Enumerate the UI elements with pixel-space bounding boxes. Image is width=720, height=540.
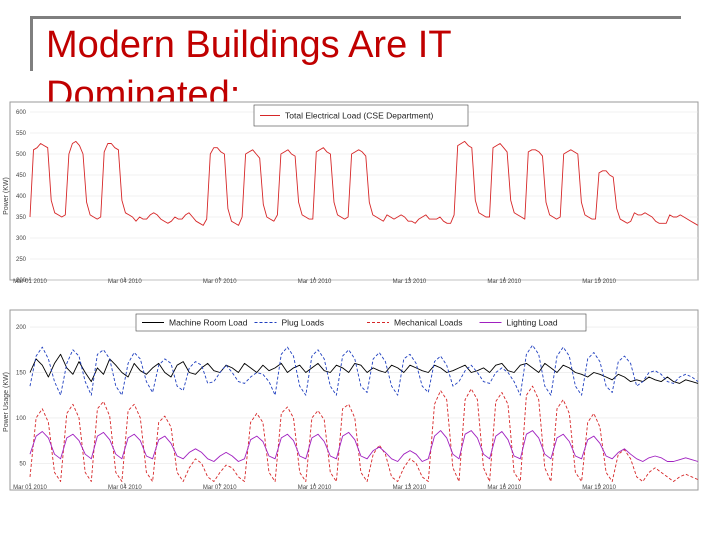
y-tick-label: 550 bbox=[16, 131, 27, 137]
legend-box bbox=[135, 313, 587, 332]
y-tick-label: 100 bbox=[16, 416, 27, 422]
series-line-4 bbox=[29, 430, 699, 462]
legend-label: Total Electrical Load (CSE Department) bbox=[285, 111, 434, 121]
chart-2: 50 100 150 200 Mar 01 2010 Mar 04 2010 Mar 07 … bbox=[3, 309, 699, 491]
series-line-2 bbox=[29, 344, 699, 396]
chart-1: 200 250 300 350 400 450 500 550 600 Mar 01 2010 Ma… bbox=[3, 101, 699, 285]
y-tick-label: 50 bbox=[19, 461, 26, 467]
series-line-1 bbox=[29, 140, 699, 226]
legend-label: Machine Room Load bbox=[169, 318, 248, 328]
x-tick-label: Mar 01 2010 bbox=[13, 485, 47, 491]
plot-frame bbox=[9, 101, 699, 281]
y-tick-label: 150 bbox=[16, 370, 27, 376]
x-tick-label: Mar 01 2010 bbox=[13, 279, 47, 285]
y-tick-label: 450 bbox=[16, 173, 27, 179]
legend-label: Mechanical Loads bbox=[394, 318, 463, 328]
y-tick-label: 350 bbox=[16, 215, 27, 221]
y-axis-label: Power (KW) bbox=[3, 177, 10, 215]
y-tick-label: 300 bbox=[16, 236, 27, 242]
x-tick-label: Mar 19 2010 bbox=[582, 485, 616, 491]
x-tick-label: Mar 04 2010 bbox=[108, 485, 142, 491]
load-charts-svg: 200 250 300 350 400 450 500 550 600 Mar 01 2010 Ma… bbox=[3, 101, 699, 491]
y-tick-label: 200 bbox=[16, 278, 27, 284]
series-line-3 bbox=[29, 385, 699, 482]
y-axis-label: Power Usage (KW) bbox=[3, 372, 10, 432]
legend-label: Plug Loads bbox=[282, 318, 325, 328]
legend-box bbox=[253, 104, 469, 127]
y-tick-label: 200 bbox=[16, 325, 27, 331]
plot-frame bbox=[9, 309, 699, 491]
x-tick-label: Mar 10 2010 bbox=[298, 485, 332, 491]
x-tick-label: Mar 07 2010 bbox=[203, 485, 237, 491]
x-tick-label: Mar 04 2010 bbox=[108, 279, 142, 285]
series-line-1 bbox=[29, 353, 699, 384]
legend-label: Lighting Load bbox=[507, 318, 558, 328]
load-figure: 200 250 300 350 400 450 500 550 600 Mar 01 2010 Ma… bbox=[0, 100, 700, 492]
x-tick-label: Mar 07 2010 bbox=[203, 279, 237, 285]
title-line-1: Modern Buildings Are IT bbox=[46, 24, 452, 66]
x-tick-label: Mar 16 2010 bbox=[487, 279, 521, 285]
y-tick-label: 250 bbox=[16, 257, 27, 263]
x-tick-label: Mar 10 2010 bbox=[298, 279, 332, 285]
x-tick-label: Mar 13 2010 bbox=[393, 279, 427, 285]
y-tick-label: 400 bbox=[16, 194, 27, 200]
title-frame bbox=[30, 16, 681, 71]
x-tick-label: Mar 16 2010 bbox=[487, 485, 521, 491]
x-tick-label: Mar 13 2010 bbox=[393, 485, 427, 491]
y-tick-label: 500 bbox=[16, 152, 27, 158]
y-tick-label: 600 bbox=[16, 110, 27, 116]
x-tick-label: Mar 19 2010 bbox=[582, 279, 616, 285]
